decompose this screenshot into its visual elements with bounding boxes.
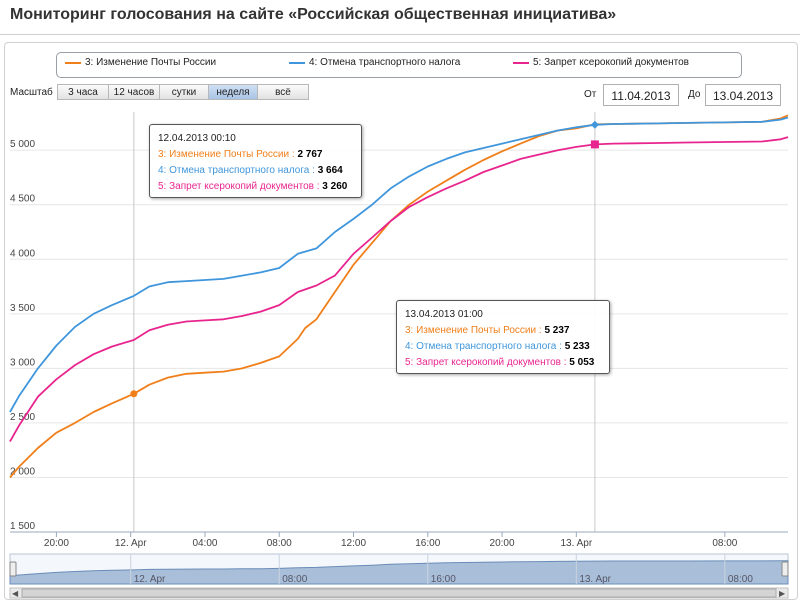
title-divider — [0, 34, 800, 35]
tooltip-value: 5 233 — [564, 341, 590, 352]
y-tick-label: 1 500 — [10, 521, 35, 532]
y-tick-label: 5 000 — [10, 139, 35, 150]
range-from-label: От — [584, 89, 597, 100]
x-tick-label: 20:00 — [44, 538, 69, 549]
data-point-marker[interactable] — [590, 140, 599, 149]
navigator-tick-label: 08:00 — [282, 574, 307, 585]
chart-legend: 3: Изменение Почты России 4: Отмена тран… — [56, 52, 742, 78]
y-tick-label: 3 000 — [10, 357, 35, 368]
tooltip-row-series-4: 4: Отмена транспортного налога : 5 233 — [405, 341, 590, 352]
tooltip-series-label: 4: Отмена транспортного налога — [158, 165, 310, 176]
data-point-marker[interactable] — [590, 120, 599, 129]
y-tick-label: 4 000 — [10, 248, 35, 259]
x-tick-label: 12. Apr — [115, 538, 147, 549]
x-tick-label: 08:00 — [712, 538, 737, 549]
tooltip-header: 12.04.2013 00:10 — [158, 133, 236, 144]
tooltip-row-series-5: 5: Запрет ксерокопий документов : 3 260 — [158, 181, 348, 192]
legend-item-series-5[interactable]: 5: Запрет ксерокопий документов — [513, 57, 689, 68]
x-tick-label: 20:00 — [490, 538, 515, 549]
zoom-3h-button[interactable]: 3 часа — [57, 84, 109, 100]
range-from-input[interactable]: 11.04.2013 — [603, 84, 679, 106]
x-tick-label: 04:00 — [192, 538, 217, 549]
zoom-12h-button[interactable]: 12 часов — [108, 84, 160, 100]
navigator-tick-label: 13. Apr — [579, 574, 611, 585]
scrollbar-thumb[interactable] — [21, 588, 777, 598]
y-tick-label: 2 500 — [10, 412, 35, 423]
scroll-left-arrow-icon[interactable]: ◀ — [12, 589, 19, 598]
tooltip-series-label: 3: Изменение Почты России — [158, 149, 290, 160]
range-to-input[interactable]: 13.04.2013 — [705, 84, 781, 106]
tooltip-value: 5 053 — [569, 357, 595, 368]
tooltip-second: 13.04.2013 01:00 3: Изменение Почты Росс… — [396, 300, 610, 374]
legend-label: 3: Изменение Почты России — [85, 57, 217, 68]
y-tick-label: 3 500 — [10, 303, 35, 314]
y-tick-label: 4 500 — [10, 194, 35, 205]
legend-label: 5: Запрет ксерокопий документов — [533, 57, 689, 68]
navigator-series-area — [9, 560, 789, 585]
x-tick-label: 08:00 — [267, 538, 292, 549]
navigator-tick-label: 16:00 — [431, 574, 456, 585]
tooltip-row-series-3: 3: Изменение Почты России : 2 767 — [158, 149, 323, 160]
tooltip-first: 12.04.2013 00:10 3: Изменение Почты Росс… — [149, 124, 362, 198]
tooltip-value: 3 260 — [322, 181, 348, 192]
x-tick-label: 12:00 — [341, 538, 366, 549]
tooltip-series-label: 5: Запрет ксерокопий документов — [405, 357, 561, 368]
series-line-4[interactable] — [9, 116, 789, 413]
navigator-tick-label: 08:00 — [728, 574, 753, 585]
navigator-handle[interactable] — [9, 561, 17, 577]
legend-swatch — [513, 61, 529, 64]
tooltip-header: 13.04.2013 01:00 — [405, 309, 483, 320]
tooltip-value: 2 767 — [297, 149, 323, 160]
series-line-5[interactable] — [9, 136, 789, 442]
range-to-label: До — [688, 89, 701, 100]
tooltip-row-series-5: 5: Запрет ксерокопий документов : 5 053 — [405, 357, 595, 368]
x-tick-label: 13. Apr — [560, 538, 592, 549]
scroll-right-arrow-icon[interactable]: ▶ — [779, 589, 786, 598]
data-point-marker[interactable] — [130, 390, 138, 398]
legend-item-series-4[interactable]: 4: Отмена транспортного налога — [289, 57, 460, 68]
x-tick-label: 16:00 — [415, 538, 440, 549]
y-tick-label: 2 000 — [10, 466, 35, 477]
legend-label: 4: Отмена транспортного налога — [309, 57, 461, 68]
navigator-handle[interactable] — [781, 561, 789, 577]
tooltip-value: 5 237 — [544, 325, 570, 336]
legend-swatch — [65, 61, 81, 64]
legend-item-series-3[interactable]: 3: Изменение Почты России — [65, 57, 216, 68]
page-title: Мониторинг голосования на сайте «Российс… — [10, 6, 617, 23]
tooltip-row-series-4: 4: Отмена транспортного налога : 3 664 — [158, 165, 343, 176]
zoom-all-button[interactable]: всё — [257, 84, 309, 100]
tooltip-series-label: 5: Запрет ксерокопий документов — [158, 181, 314, 192]
zoom-label: Масштаб — [10, 87, 53, 98]
tooltip-value: 3 664 — [317, 165, 343, 176]
legend-swatch — [289, 61, 305, 64]
navigator-tick-label: 12. Apr — [134, 574, 166, 585]
tooltip-series-label: 3: Изменение Почты России — [405, 325, 537, 336]
tooltip-row-series-3: 3: Изменение Почты России : 5 237 — [405, 325, 570, 336]
tooltip-series-label: 4: Отмена транспортного налога — [405, 341, 557, 352]
